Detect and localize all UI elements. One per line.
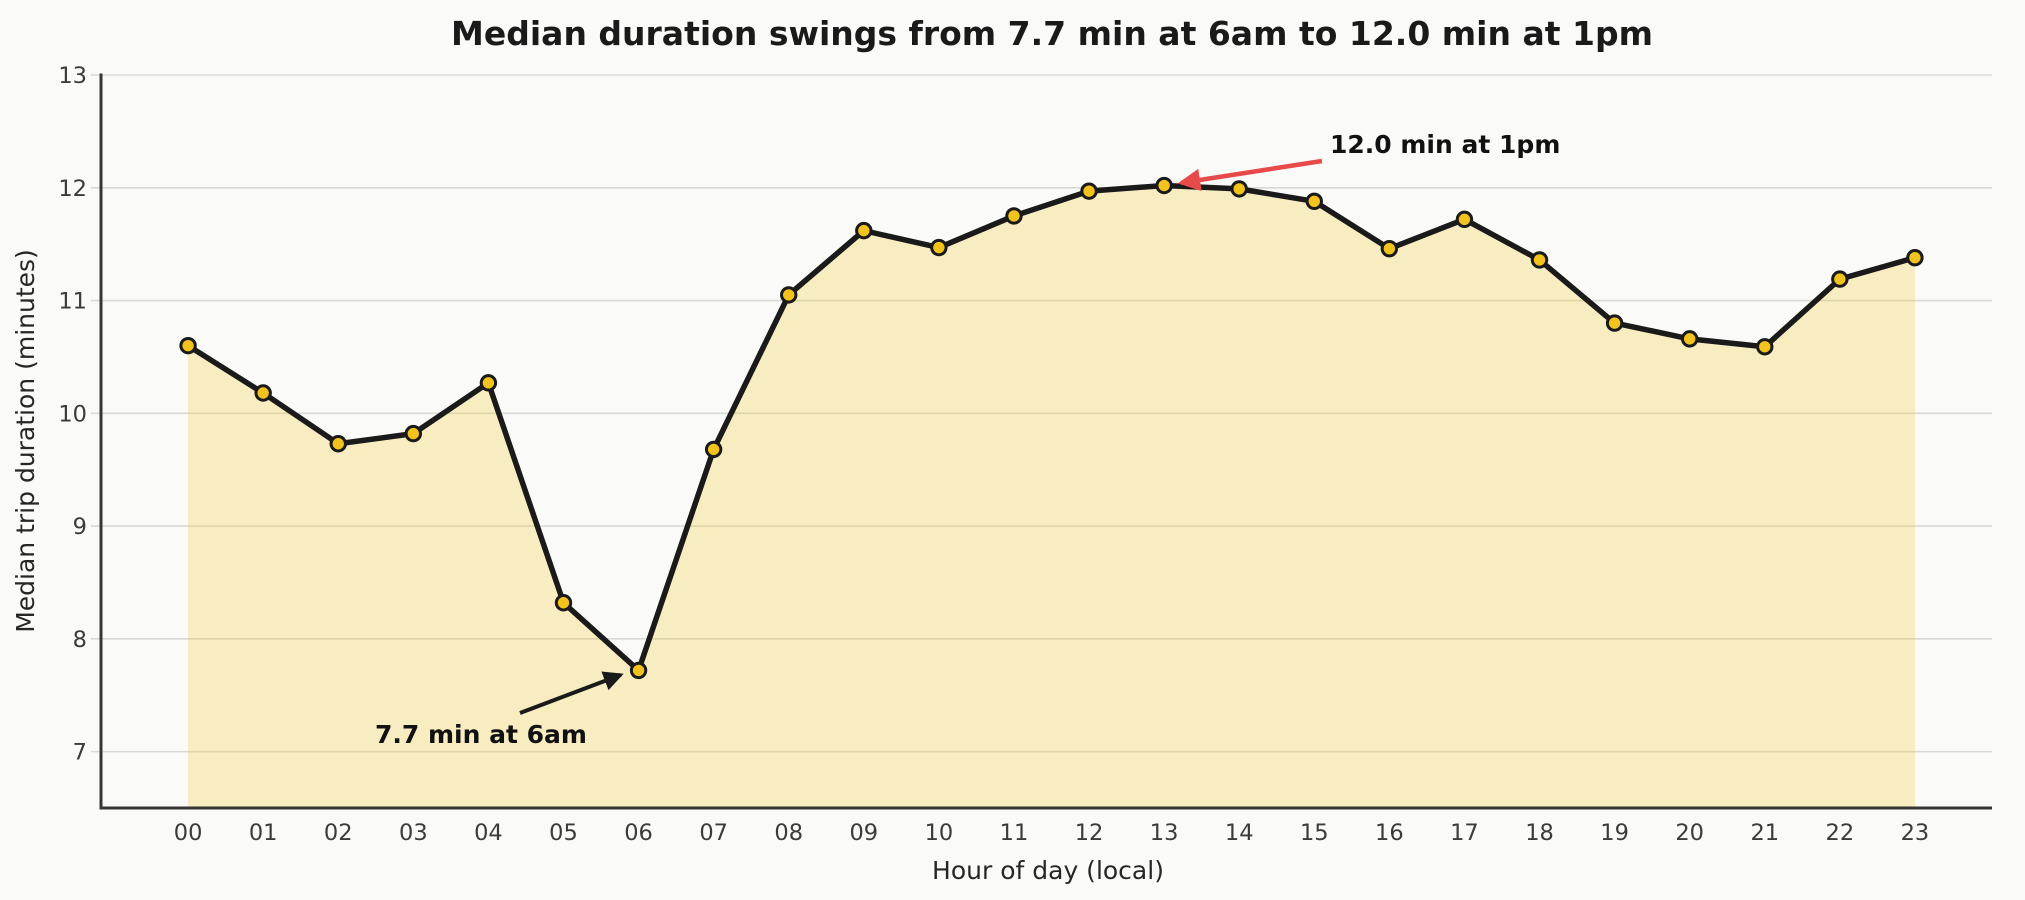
y-tick-labels: 7 8 9 10 11 12 13 [58, 63, 87, 766]
x-tick-label-10: 10 [925, 820, 954, 846]
x-tick-label-01: 01 [249, 820, 278, 846]
data-point-marker-02 [329, 435, 347, 453]
data-point-marker-17 [1455, 210, 1474, 229]
data-point-marker-20 [1680, 330, 1699, 348]
x-tick-label-00: 00 [174, 820, 203, 846]
y-tick-label-11: 11 [58, 289, 87, 315]
data-point-marker-10 [930, 238, 948, 257]
data-point-marker-08 [780, 286, 798, 304]
x-tick-label-11: 11 [1000, 820, 1029, 846]
annotation-max-label: 12.0 min at 1pm [1330, 130, 1560, 159]
x-tick-label-13: 13 [1150, 820, 1179, 846]
data-point-marker-04 [479, 374, 498, 392]
x-tick-label-16: 16 [1375, 820, 1404, 846]
x-tick-label-06: 06 [624, 820, 653, 846]
data-point-marker-16 [1380, 239, 1399, 258]
data-point-marker-19 [1605, 314, 1624, 332]
y-tick-label-13: 13 [58, 63, 87, 89]
x-tick-label-18: 18 [1525, 820, 1554, 846]
annotation-arrow-min [519, 671, 624, 715]
data-point-marker-14 [1230, 180, 1248, 198]
x-tick-label-20: 20 [1675, 820, 1704, 846]
x-tick-label-03: 03 [399, 820, 428, 846]
x-tick-label-21: 21 [1750, 820, 1779, 846]
x-tick-label-04: 04 [474, 820, 503, 846]
y-tick-label-12: 12 [58, 176, 87, 202]
y-tick-label-10: 10 [58, 401, 87, 427]
x-tick-labels: 00 01 02 03 04 05 06 07 08 09 10 11 12 13 14 15 16 17 18 19… [174, 820, 1929, 846]
area-fill [188, 185, 1915, 808]
data-point-marker-09 [855, 221, 873, 240]
x-axis-label: Hour of day (local) [932, 856, 1164, 885]
x-tick-label-22: 22 [1826, 820, 1855, 846]
x-tick-label-08: 08 [774, 820, 803, 846]
x-tick-label-09: 09 [849, 820, 878, 846]
data-point-marker-22 [1831, 270, 1849, 288]
data-point-marker-06 [629, 661, 648, 680]
x-tick-label-02: 02 [324, 820, 353, 846]
data-point-marker-05 [554, 594, 573, 612]
x-tick-label-17: 17 [1450, 820, 1479, 846]
data-point-marker-21 [1756, 338, 1774, 356]
data-point-marker-18 [1530, 251, 1549, 269]
y-tick-label-9: 9 [73, 514, 87, 540]
data-point-marker-15 [1305, 192, 1323, 211]
data-point-marker-11 [1005, 207, 1023, 225]
median-duration-line [185, 182, 1918, 674]
gridlines [91, 74, 1992, 753]
x-tick-label-19: 19 [1600, 820, 1629, 846]
axis-spines [99, 73, 1992, 810]
annotation-arrows [519, 158, 1323, 715]
annotation-arrow-max [1177, 158, 1323, 192]
y-tick-label-7: 7 [73, 740, 87, 766]
x-tick-label-12: 12 [1075, 820, 1104, 846]
data-point-marker-01 [254, 384, 272, 402]
y-tick-label-8: 8 [73, 627, 87, 653]
data-point-marker-13 [1155, 176, 1173, 195]
data-point-marker-00 [179, 336, 197, 355]
trend-line [185, 182, 1918, 674]
area-under-line [188, 185, 1915, 808]
data-point-marker-12 [1080, 182, 1098, 200]
data-point-marker-03 [404, 424, 423, 443]
chart-title: Median duration swings from 7.7 min at 6… [451, 14, 1653, 53]
x-tick-label-07: 07 [699, 820, 728, 846]
annotation-min-label: 7.7 min at 6am [375, 720, 587, 749]
x-tick-label-14: 14 [1225, 820, 1254, 846]
data-point-marker-23 [1906, 248, 1924, 267]
data-point-marker-07 [704, 440, 723, 459]
x-tick-label-23: 23 [1901, 820, 1930, 846]
y-axis-label: Median trip duration (minutes) [11, 249, 40, 633]
data-point-markers [179, 176, 1924, 680]
x-tick-label-05: 05 [549, 820, 578, 846]
x-tick-label-15: 15 [1300, 820, 1329, 846]
